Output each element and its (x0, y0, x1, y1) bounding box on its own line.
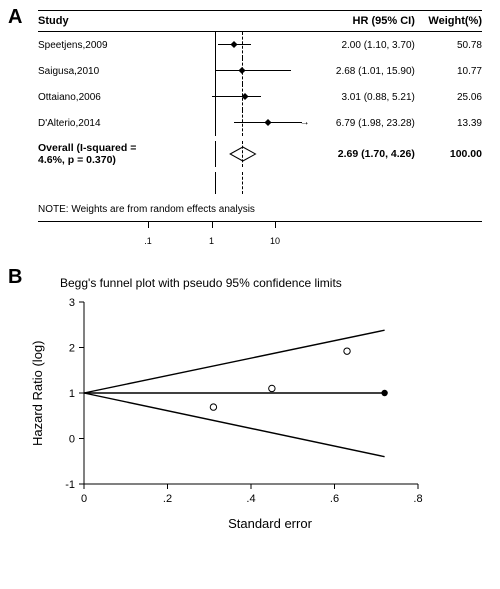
x-tick-label: 10 (270, 236, 280, 246)
header-row: Study HR (95% CI) Weight(%) (38, 11, 482, 31)
weight-text: 25.06 (415, 84, 482, 110)
x-tick-label: .2 (163, 493, 172, 505)
funnel-point (269, 385, 275, 391)
forest-row: D'Alterio,2014→6.79 (1.98, 23.28)13.39 (38, 110, 482, 136)
y-tick-label: 0 (69, 434, 75, 446)
funnel-ylabel: Hazard Ratio (log) (30, 341, 45, 447)
weight-text: 50.78 (415, 32, 482, 58)
header-hrci: HR (95% CI) (306, 11, 414, 31)
funnel-title: Begg's funnel plot with pseudo 95% confi… (60, 276, 480, 290)
funnel-upper (84, 330, 385, 393)
ci-cell: → (152, 110, 307, 136)
y-tick-label: 3 (69, 297, 75, 309)
forest-row: Saigusa,2010 2.68 (1.01, 15.90)10.77 (38, 58, 482, 84)
x-tick-label: .6 (330, 493, 339, 505)
y-tick-label: 1 (69, 388, 75, 400)
funnel-point (210, 404, 216, 410)
weight-text: 10.77 (415, 58, 482, 84)
ci-cell (152, 58, 307, 84)
overall-row: Overall (I-squared = 4.6%, p = 0.370) 2.6… (38, 136, 482, 172)
y-tick-label: -1 (65, 479, 75, 491)
study-name: Speetjens,2009 (38, 32, 152, 58)
forest-note: NOTE: Weights are from random effects an… (38, 198, 482, 221)
forest-row: Ottaiano,2006 3.01 (0.88, 5.21)25.06 (38, 84, 482, 110)
x-tick-label: .1 (144, 236, 152, 246)
forest-x-axis: .1110 (148, 222, 298, 256)
hr-text: 6.79 (1.98, 23.28) (306, 110, 414, 136)
overall-diamond (152, 145, 302, 163)
overall-label: Overall (I-squared = 4.6%, p = 0.370) (38, 136, 152, 172)
weight-text: 13.39 (415, 110, 482, 136)
x-tick-label: .8 (413, 493, 422, 505)
funnel-plot-wrap: Begg's funnel plot with pseudo 95% confi… (0, 266, 500, 541)
hr-text: 2.00 (1.10, 3.70) (306, 32, 414, 58)
forest-table: Study HR (95% CI) Weight(%) Speetjens,20… (38, 11, 482, 222)
study-name: Ottaiano,2006 (38, 84, 152, 110)
x-tick-label: 0 (81, 493, 87, 505)
ci-cell (152, 32, 307, 58)
header-weight: Weight(%) (415, 11, 482, 31)
forest-plot: Study HR (95% CI) Weight(%) Speetjens,20… (0, 0, 500, 260)
panel-b: B Begg's funnel plot with pseudo 95% con… (0, 266, 500, 541)
hr-text: 3.01 (0.88, 5.21) (306, 84, 414, 110)
funnel-plot: -1 0 1 2 3 0 .2 .4 .6 .8 (38, 294, 428, 514)
center-end-marker (381, 390, 387, 396)
funnel-point (344, 348, 350, 354)
overall-weight: 100.00 (415, 136, 482, 172)
study-name: Saigusa,2010 (38, 58, 152, 84)
forest-row: Speetjens,2009 2.00 (1.10, 3.70)50.78 (38, 32, 482, 58)
x-tick-label: .4 (246, 493, 255, 505)
funnel-lower (84, 393, 385, 457)
overall-diamond-cell (152, 136, 307, 172)
study-name: D'Alterio,2014 (38, 110, 152, 136)
funnel-xlabel: Standard error (60, 516, 480, 531)
hr-text: 2.68 (1.01, 15.90) (306, 58, 414, 84)
x-tick-label: 1 (209, 236, 214, 246)
panel-a: A Study HR (95% CI) Weight(%) Speetjens,… (0, 0, 500, 260)
panel-a-label: A (8, 6, 22, 29)
overall-hr-text: 2.69 (1.70, 4.26) (306, 136, 414, 172)
header-plot (152, 11, 307, 31)
y-tick-label: 2 (69, 343, 75, 355)
ci-cell (152, 84, 307, 110)
header-study: Study (38, 11, 152, 31)
